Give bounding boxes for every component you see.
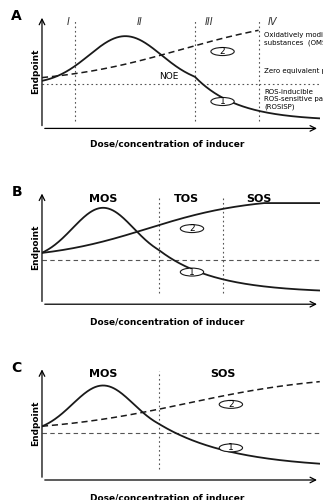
Text: Zero equivalent point (ZEP): Zero equivalent point (ZEP) [264,68,323,74]
Text: I: I [67,17,70,27]
Text: MOS: MOS [89,194,117,203]
Text: C: C [11,361,22,375]
Text: ROS-inducible
ROS-sensitive parameter
(ROSISP): ROS-inducible ROS-sensitive parameter (R… [264,90,323,110]
Text: Oxidatively modified
substances  (OMS): Oxidatively modified substances (OMS) [264,32,323,46]
Text: 1: 1 [228,444,234,452]
Circle shape [180,224,204,232]
Text: TOS: TOS [174,194,199,203]
Circle shape [211,48,234,56]
Text: IV: IV [268,17,277,27]
Text: SOS: SOS [246,194,271,203]
Text: NOE: NOE [159,72,178,82]
Text: III: III [204,17,213,27]
Text: II: II [136,17,142,27]
X-axis label: Dose/concentration of inducer: Dose/concentration of inducer [90,318,244,327]
Text: 2: 2 [220,47,225,56]
Y-axis label: Endpoint: Endpoint [32,49,41,94]
Text: A: A [11,10,22,24]
X-axis label: Dose/concentration of inducer: Dose/concentration of inducer [90,140,244,149]
Circle shape [180,268,204,276]
Text: SOS: SOS [210,370,235,380]
X-axis label: Dose/concentration of inducer: Dose/concentration of inducer [90,494,244,500]
Y-axis label: Endpoint: Endpoint [32,400,41,446]
Text: B: B [11,185,22,199]
Circle shape [219,400,243,408]
Circle shape [211,98,234,106]
Text: MOS: MOS [89,370,117,380]
Circle shape [219,444,243,452]
Text: 1: 1 [220,97,225,106]
Text: 1: 1 [189,268,195,276]
Text: 2: 2 [228,400,234,409]
Text: 2: 2 [189,224,195,233]
Y-axis label: Endpoint: Endpoint [32,225,41,270]
